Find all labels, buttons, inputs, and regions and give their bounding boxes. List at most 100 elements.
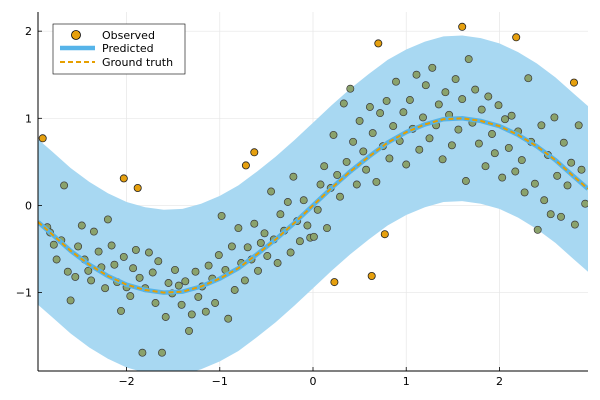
data-point-108 [399,108,408,117]
data-point-44 [187,310,196,319]
data-point-56 [227,242,236,251]
data-point-63 [250,219,259,228]
outlier-point-5 [330,278,339,287]
legend-predicted-label: Predicted [102,42,154,55]
data-point-42 [181,277,190,286]
data-point-64 [254,266,262,275]
data-point-28 [135,273,144,282]
data-point-95 [355,116,364,125]
data-point-89 [336,192,344,201]
data-point-104 [385,154,394,163]
data-point-14 [89,227,98,236]
data-point-74 [286,248,295,257]
data-point-55 [224,314,233,323]
data-point-81 [309,232,318,241]
x-tick-label-3: 1 [403,375,410,388]
legend: Observed Predicted Ground truth [52,23,186,75]
data-point-99 [368,129,377,138]
data-point-6 [63,267,72,276]
x-tick-label-4: 2 [496,375,503,388]
data-point-149 [533,225,542,234]
data-point-116 [425,134,434,143]
data-point-128 [464,55,473,64]
outlier-point-3 [241,161,250,170]
data-point-150 [537,121,546,130]
data-point-127 [461,177,470,185]
data-point-137 [494,101,503,110]
outlier-point-2 [133,183,142,192]
data-point-77 [295,237,304,246]
data-point-8 [71,272,80,281]
data-point-2 [49,240,58,249]
data-point-9 [74,242,83,251]
data-point-79 [303,221,312,230]
legend-ground-truth-label: Ground truth [102,56,173,69]
data-point-105 [389,122,398,131]
data-point-126 [458,95,467,104]
data-point-41 [177,300,186,309]
data-point-148 [530,179,539,188]
data-point-134 [484,92,493,101]
data-point-93 [349,137,358,146]
data-point-109 [402,160,411,169]
data-point-110 [405,96,414,104]
data-point-142 [511,167,520,176]
ground-truth-line [38,117,588,294]
data-point-123 [447,141,456,150]
data-point-17 [101,284,110,293]
outlier-points [38,22,579,287]
data-point-125 [454,125,463,134]
data-point-138 [498,173,507,182]
data-point-94 [352,180,361,189]
data-point-151 [540,196,549,205]
data-point-154 [550,113,559,122]
data-point-51 [211,299,220,307]
data-point-20 [110,260,119,269]
data-point-29 [138,348,147,357]
data-point-156 [557,212,565,221]
data-point-40 [174,281,183,290]
data-point-132 [477,105,486,114]
data-point-7 [66,296,75,305]
data-point-45 [191,267,200,276]
y-tick-label-3: 2 [25,25,32,38]
data-point-82 [313,205,322,214]
data-point-5 [60,181,69,190]
data-point-78 [299,196,308,205]
data-point-124 [451,75,460,84]
data-point-25 [126,292,135,301]
data-point-49 [204,261,213,270]
x-tick-label-2: 0 [310,375,317,388]
data-point-113 [415,145,424,154]
data-point-83 [316,180,325,189]
data-point-136 [490,149,499,158]
data-point-135 [488,130,496,138]
data-point-12 [84,266,93,275]
data-point-48 [201,307,210,316]
data-point-26 [129,264,138,273]
tick-labels: −2 −1 0 1 2 −1 0 1 2 [16,25,503,388]
outlier-point-10 [512,33,521,42]
data-point-141 [507,111,516,120]
outlier-point-6 [367,271,376,280]
data-point-103 [382,96,391,105]
data-point-22 [117,306,125,315]
data-point-36 [161,313,170,321]
data-point-121 [441,88,450,97]
data-point-159 [567,158,576,167]
data-point-71 [276,210,285,219]
data-point-13 [87,276,96,285]
data-point-140 [504,143,513,152]
legend-observed-label: Observed [102,29,155,42]
data-point-34 [154,257,163,266]
data-point-139 [501,115,509,124]
outlier-point-9 [458,22,467,31]
data-point-131 [474,139,483,148]
outlier-point-1 [119,174,128,183]
data-point-52 [214,251,223,260]
data-point-160 [570,220,579,229]
x-tick-label-0: −2 [118,375,134,388]
data-point-161 [574,121,583,130]
outlier-point-8 [380,230,389,239]
